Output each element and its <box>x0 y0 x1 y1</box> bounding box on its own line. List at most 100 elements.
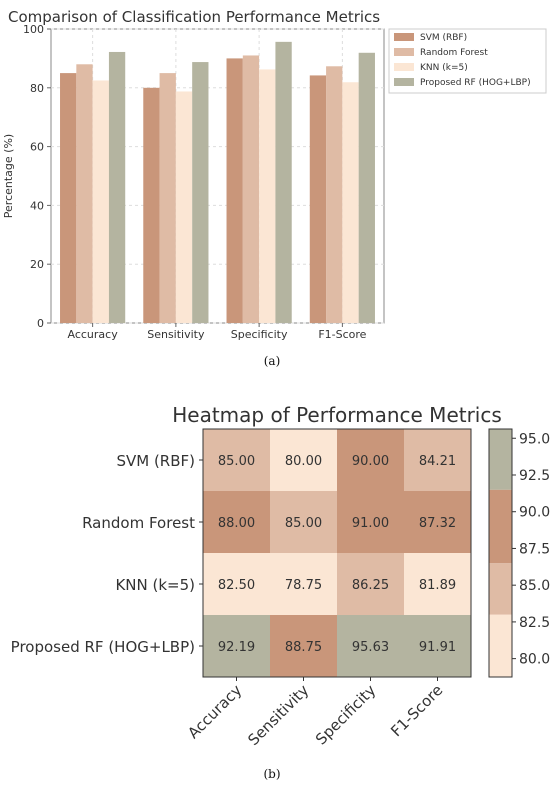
colorbar-tick-label: 95.0 <box>519 431 550 447</box>
legend-label: SVM (RBF) <box>420 33 467 43</box>
bar <box>275 41 292 323</box>
heatmap-column-labels: Accuracy Sensitivity Specificity F1-Score <box>184 677 446 749</box>
colorbar-tick-label: 92.5 <box>519 468 550 484</box>
bar-y-axis: 0 20 40 60 80 100 <box>23 23 51 330</box>
bar-plot-area <box>50 28 385 324</box>
colorbar-tick-label: 90.0 <box>519 505 550 521</box>
heatmap-cell <box>337 615 404 677</box>
colorbar-band <box>489 489 512 564</box>
heatmap-row-label: Proposed RF (HOG+LBP) <box>11 638 195 656</box>
heatmap-cell <box>404 553 471 615</box>
heatmap-cell-value: 88.00 <box>218 516 255 531</box>
heatmap-panel: Heatmap of Performance Metrics 85.00 80.0… <box>11 403 550 781</box>
heatmap-row-label: SVM (RBF) <box>116 452 195 470</box>
heatmap-cell <box>404 429 471 491</box>
heatmap-row-label: KNN (k=5) <box>115 576 195 594</box>
bar <box>309 75 327 323</box>
bar-y-tick-label: 0 <box>37 317 44 330</box>
bar-y-tick-label: 20 <box>30 258 44 271</box>
heatmap-cell <box>337 553 404 615</box>
bar-x-tick-label: F1-Score <box>318 328 366 341</box>
bar <box>76 64 93 323</box>
bar <box>143 87 160 323</box>
legend-label: Random Forest <box>420 48 488 58</box>
heatmap-cell <box>203 491 270 553</box>
heatmap-cell-value: 95.63 <box>352 640 389 655</box>
heatmap-cell-value: 88.75 <box>285 640 322 655</box>
colorbar-band <box>489 563 512 615</box>
bar-x-tick-label: Accuracy <box>68 328 119 341</box>
colorbar-band <box>489 429 512 490</box>
heatmap-cell-value: 90.00 <box>352 454 389 469</box>
heatmap-title: Heatmap of Performance Metrics <box>172 403 502 427</box>
bar-y-axis-label: Percentage (%) <box>2 134 15 218</box>
bar-chart-title: Comparison of Classification Performance… <box>8 8 380 26</box>
heatmap-cell <box>270 615 337 677</box>
bar <box>175 91 193 323</box>
heatmap-column-label: F1-Score <box>387 681 446 740</box>
colorbar-frame <box>488 428 513 678</box>
legend-swatch <box>394 33 414 41</box>
bar <box>60 73 77 323</box>
heatmap-cell-value: 78.75 <box>285 578 322 593</box>
bar-x-tick-label: Specificity <box>231 328 288 341</box>
heatmap-cell-value: 85.00 <box>218 454 255 469</box>
colorbar-band <box>489 614 512 677</box>
bar <box>159 73 176 323</box>
colorbar-tick-label: 85.0 <box>519 578 550 594</box>
heatmap-cell-value: 92.19 <box>218 640 255 655</box>
bar-x-axis: Accuracy Sensitivity Specificity F1-Score <box>68 323 367 341</box>
heatmap-panel-caption: (b) <box>263 767 280 781</box>
heatmap-cell <box>203 553 270 615</box>
heatmap-cell <box>404 491 471 553</box>
heatmap-row-labels: SVM (RBF) Random Forest KNN (k=5) Proposed … <box>11 452 203 656</box>
legend-box <box>388 28 547 94</box>
bar-chart-panel: Comparison of Classification Performance… <box>2 8 547 368</box>
bar <box>326 66 343 323</box>
legend-label: Proposed RF (HOG+LBP) <box>420 78 531 88</box>
heatmap-cell <box>203 429 270 491</box>
heatmap-row-label: Random Forest <box>82 514 195 532</box>
heatmap-cell-value: 85.00 <box>285 516 322 531</box>
heatmap-cell-value: 82.50 <box>218 578 255 593</box>
bar-y-tick-label: 80 <box>30 82 44 95</box>
heatmap-colorbar: 80.0 82.5 85.0 87.5 90.0 92.5 95.0 <box>488 428 550 678</box>
legend-label: KNN (k=5) <box>420 63 468 73</box>
heatmap-cell <box>337 429 404 491</box>
heatmap-cell <box>337 491 404 553</box>
bar-y-tick-label: 40 <box>30 199 44 212</box>
heatmap-cell <box>270 491 337 553</box>
heatmap-frame <box>202 428 472 678</box>
bar <box>92 80 109 323</box>
bar <box>242 55 260 324</box>
heatmap-cell-value: 87.32 <box>419 516 456 531</box>
bar-y-tick-label: 100 <box>23 23 44 36</box>
bar <box>259 69 276 323</box>
heatmap-cell-value: 80.00 <box>285 454 322 469</box>
heatmap-column-label: Sensitivity <box>244 681 312 749</box>
heatmap-column-label: Specificity <box>312 681 379 748</box>
bar <box>192 62 209 323</box>
bar <box>358 52 375 323</box>
heatmap-cell-value: 81.89 <box>419 578 456 593</box>
heatmap-cell <box>203 615 270 677</box>
heatmap-cell-value: 91.00 <box>352 516 389 531</box>
bar <box>342 82 359 323</box>
bar-y-tick-label: 60 <box>30 141 44 154</box>
colorbar-tick-label: 80.0 <box>519 652 550 668</box>
bar-series-marks <box>60 41 375 324</box>
colorbar-tick-label: 82.5 <box>519 615 550 631</box>
heatmap-column-label: Accuracy <box>184 681 245 742</box>
bar <box>108 51 126 324</box>
colorbar-tick-label: 87.5 <box>519 541 550 557</box>
bar-legend: SVM (RBF) Random Forest KNN (k=5) Proposed … <box>388 28 547 94</box>
heatmap-cell-value: 91.91 <box>419 640 456 655</box>
heatmap-cell-value: 86.25 <box>352 578 389 593</box>
heatmap-cell-value: 84.21 <box>419 454 456 469</box>
legend-swatch <box>394 63 414 71</box>
bar-x-tick-label: Sensitivity <box>147 328 205 341</box>
heatmap-cell <box>270 429 337 491</box>
bar <box>226 58 243 324</box>
